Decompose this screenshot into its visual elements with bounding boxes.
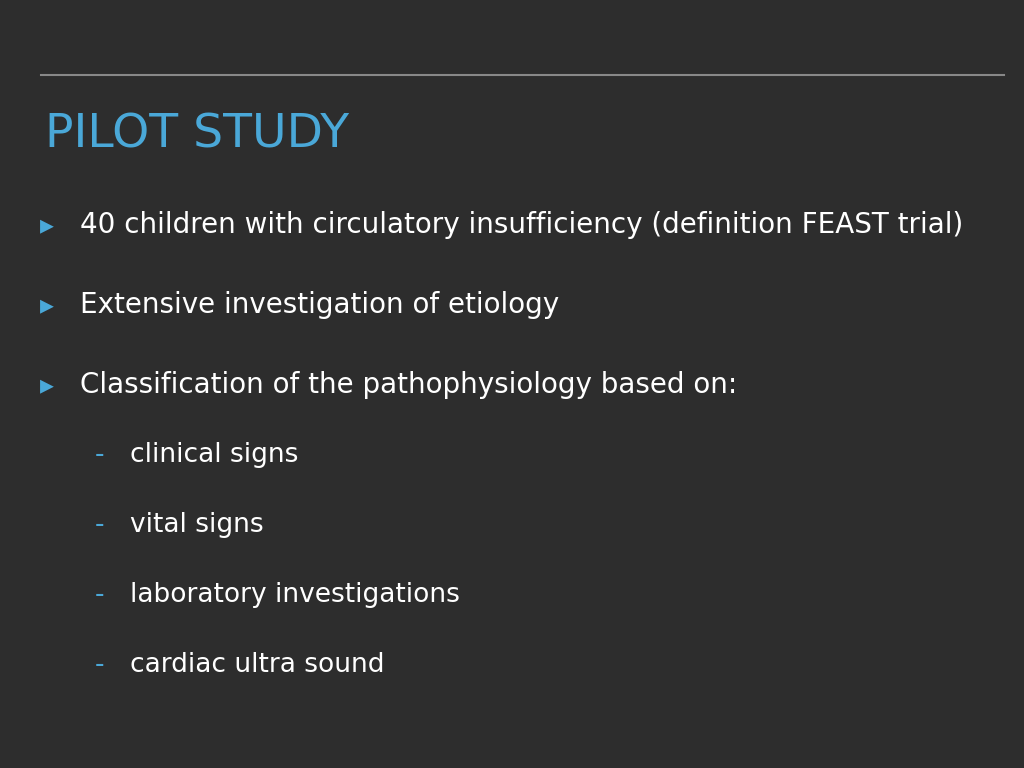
- Text: Extensive investigation of etiology: Extensive investigation of etiology: [80, 291, 559, 319]
- Text: Classification of the pathophysiology based on:: Classification of the pathophysiology ba…: [80, 371, 737, 399]
- Text: ▸: ▸: [40, 291, 54, 319]
- Text: -: -: [95, 582, 104, 608]
- Text: clinical signs: clinical signs: [130, 442, 298, 468]
- Text: 40 children with circulatory insufficiency (definition FEAST trial): 40 children with circulatory insufficien…: [80, 211, 964, 239]
- Text: cardiac ultra sound: cardiac ultra sound: [130, 652, 384, 678]
- Text: -: -: [95, 512, 104, 538]
- Text: -: -: [95, 652, 104, 678]
- Text: ▸: ▸: [40, 371, 54, 399]
- Text: vital signs: vital signs: [130, 512, 263, 538]
- Text: ▸: ▸: [40, 211, 54, 239]
- Text: laboratory investigations: laboratory investigations: [130, 582, 460, 608]
- Text: PILOT STUDY: PILOT STUDY: [45, 112, 349, 157]
- Text: -: -: [95, 442, 104, 468]
